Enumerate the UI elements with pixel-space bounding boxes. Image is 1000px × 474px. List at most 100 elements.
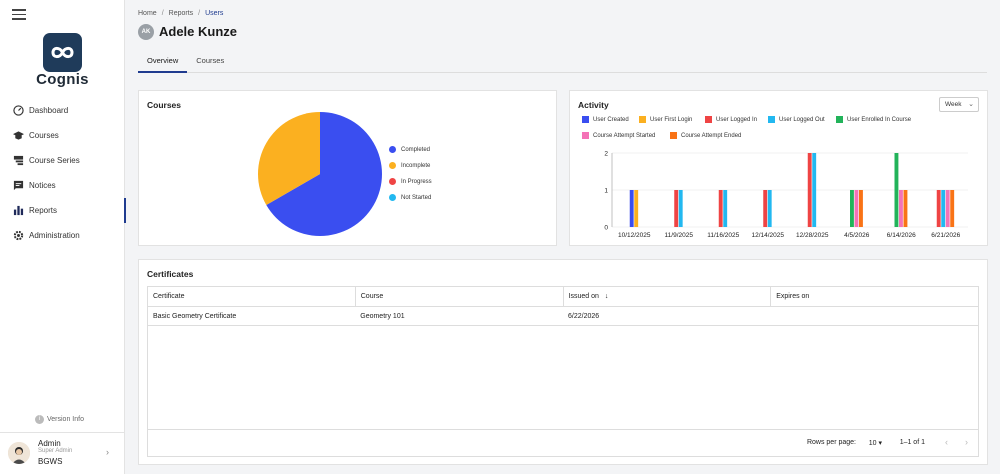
arrow-down-icon: ↓ bbox=[604, 293, 609, 300]
bar-user-logged-out bbox=[767, 190, 772, 227]
logo bbox=[43, 33, 82, 72]
user-card[interactable]: Admin Super Admin BGWS › bbox=[0, 432, 125, 474]
bar-user-logged-out bbox=[723, 190, 728, 227]
legend-item: User Logged In bbox=[705, 116, 757, 123]
chevron-right-icon[interactable]: › bbox=[965, 437, 968, 447]
column-header-label: Issued on bbox=[568, 293, 599, 300]
sidebar-item-administration[interactable]: Administration bbox=[0, 223, 125, 248]
tabs: Overview Courses bbox=[138, 50, 987, 73]
bar-user-logged-in bbox=[674, 190, 679, 227]
bar-user-logged-in bbox=[718, 190, 723, 227]
legend-swatch bbox=[639, 116, 646, 123]
legend-item: User First Login bbox=[639, 116, 692, 123]
rows-per-page-select[interactable]: 10 ▾ bbox=[869, 439, 882, 447]
chevron-left-icon[interactable]: ‹ bbox=[945, 437, 948, 447]
courses-card: Courses Completed Incomplete In Progress… bbox=[138, 90, 557, 246]
sidebar-item-notices[interactable]: Notices bbox=[0, 173, 125, 198]
sidebar-item-label: Administration bbox=[29, 231, 80, 240]
bar-user-logged-in bbox=[936, 190, 941, 227]
page-title: Adele Kunze bbox=[159, 24, 238, 39]
version-info[interactable]: i Version Info bbox=[35, 415, 84, 424]
bar-course-attempt-started bbox=[945, 190, 950, 227]
x-tick-label: 11/16/2025 bbox=[707, 232, 739, 239]
legend-swatch bbox=[389, 194, 396, 201]
infinity-logo-icon bbox=[51, 46, 74, 59]
legend-swatch bbox=[836, 116, 843, 123]
breadcrumb-reports[interactable]: Reports bbox=[168, 10, 194, 17]
sidebar-item-dashboard[interactable]: Dashboard bbox=[0, 98, 125, 123]
tab-courses[interactable]: Courses bbox=[196, 56, 225, 65]
bar-user-logged-out bbox=[678, 190, 683, 227]
column-header-issued-on[interactable]: Issued on ↓ bbox=[563, 286, 772, 307]
legend-swatch bbox=[389, 178, 396, 185]
pie-slice-incomplete bbox=[258, 112, 320, 205]
certificates-table: Certificate Course Issued on ↓ Expires o… bbox=[147, 286, 979, 326]
certificates-card: Certificates Certificate Course Issued o… bbox=[138, 259, 988, 465]
legend-swatch bbox=[670, 132, 677, 139]
y-tick-label: 2 bbox=[604, 151, 608, 158]
sidebar-item-courses[interactable]: Courses bbox=[0, 123, 125, 148]
x-tick-label: 6/14/2026 bbox=[887, 232, 916, 239]
user-org: BGWS bbox=[38, 457, 63, 466]
sidebar-item-reports[interactable]: Reports bbox=[0, 198, 126, 223]
bar-course-attempt-started bbox=[899, 190, 903, 227]
bar-user-logged-in bbox=[807, 153, 812, 227]
x-tick-label: 12/14/2025 bbox=[751, 232, 784, 239]
table-header-row: Certificate Course Issued on ↓ Expires o… bbox=[147, 286, 979, 307]
rows-per-page-value: 10 bbox=[868, 440, 877, 447]
table-empty-area bbox=[147, 326, 979, 430]
courses-icon bbox=[13, 131, 24, 140]
table-pagination: Rows per page: 10 ▾ 1–1 of 1 ‹ › bbox=[147, 430, 979, 457]
breadcrumb-home[interactable]: Home bbox=[138, 10, 157, 17]
breadcrumb: Home / Reports / Users bbox=[138, 10, 223, 17]
table-row[interactable]: Basic Geometry Certificate Geometry 101 … bbox=[147, 306, 979, 326]
breadcrumb-users[interactable]: Users bbox=[205, 10, 224, 17]
table-cell: Basic Geometry Certificate bbox=[147, 306, 356, 326]
legend-item: Course Attempt Ended bbox=[670, 132, 741, 139]
x-tick-label: 12/28/2025 bbox=[796, 232, 829, 239]
table-cell: Geometry 101 bbox=[355, 306, 563, 326]
sidebar-item-label: Courses bbox=[29, 131, 59, 140]
legend-swatch bbox=[768, 116, 775, 123]
sidebar-item-course-series[interactable]: Course Series bbox=[0, 148, 125, 173]
bar-course-attempt-started bbox=[854, 190, 859, 227]
certificates-card-title: Certificates bbox=[147, 269, 194, 279]
activity-card: Activity Week ⌄ User Created User First L… bbox=[569, 90, 988, 246]
activity-card-title: Activity bbox=[578, 100, 609, 110]
legend-label: Course Attempt Ended bbox=[681, 132, 742, 139]
user-name: Admin bbox=[38, 439, 61, 448]
tab-overview[interactable]: Overview bbox=[138, 50, 188, 73]
main-content: Home / Reports / Users AK Adele Kunze Overvi… bbox=[125, 0, 1000, 474]
pie-slice-completed bbox=[266, 112, 382, 236]
period-select[interactable]: Week ⌄ bbox=[939, 97, 979, 112]
y-tick-label: 0 bbox=[604, 225, 608, 232]
bar-user-logged-out bbox=[941, 190, 946, 227]
sidebar-item-label: Notices bbox=[29, 181, 56, 190]
legend-swatch bbox=[705, 116, 712, 123]
courses-pie-chart bbox=[258, 112, 382, 236]
sidebar-item-label: Course Series bbox=[29, 156, 80, 165]
bar-user-enrolled-in-course bbox=[850, 190, 854, 227]
pagination-range: 1–1 of 1 bbox=[899, 439, 925, 446]
legend-item: User Logged Out bbox=[768, 116, 825, 123]
notices-icon bbox=[13, 180, 24, 191]
avatar bbox=[8, 442, 30, 464]
bar-user-enrolled-in-course bbox=[894, 153, 899, 227]
reports-icon bbox=[13, 205, 24, 216]
column-header-expires-on[interactable]: Expires on bbox=[770, 286, 979, 307]
rows-per-page-label: Rows per page: bbox=[806, 439, 856, 446]
user-role: Super Admin bbox=[38, 448, 73, 454]
bar-user-logged-in bbox=[763, 190, 768, 227]
legend-item: Course Attempt Started bbox=[582, 132, 655, 139]
legend-item: Incomplete bbox=[389, 162, 430, 169]
legend-swatch bbox=[582, 132, 589, 139]
chevron-right-icon: › bbox=[106, 447, 109, 457]
legend-item: User Created bbox=[582, 116, 629, 123]
column-header-course[interactable]: Course bbox=[355, 286, 564, 307]
period-value: Week bbox=[945, 101, 962, 108]
sidebar-item-label: Reports bbox=[29, 206, 58, 215]
breadcrumb-separator: / bbox=[198, 10, 201, 17]
menu-icon[interactable] bbox=[12, 9, 26, 21]
bar-course-attempt-ended bbox=[950, 190, 955, 227]
column-header-certificate[interactable]: Certificate bbox=[147, 286, 356, 307]
